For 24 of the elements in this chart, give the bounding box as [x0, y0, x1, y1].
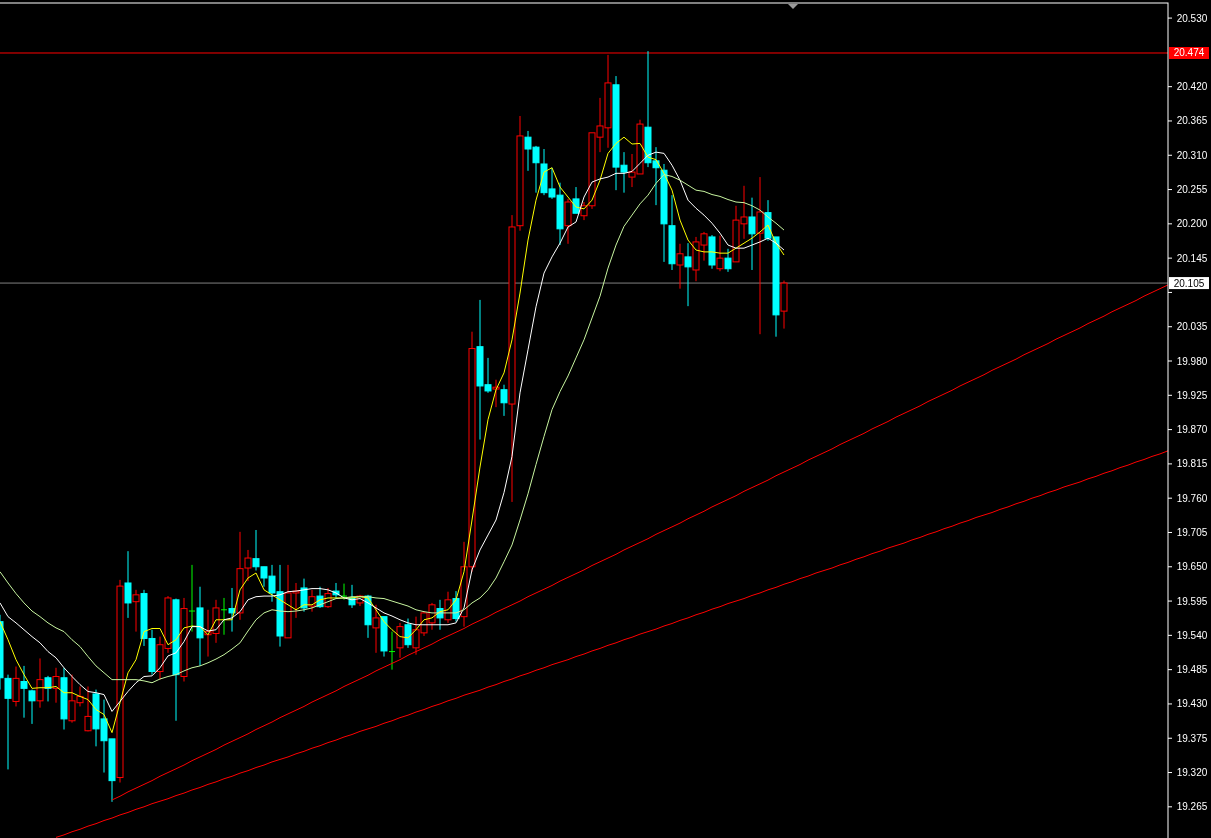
- y-tick-label: 19.485: [1176, 664, 1208, 676]
- y-tick-label: 19.595: [1176, 595, 1208, 607]
- y-tick-label: 20.035: [1176, 321, 1208, 333]
- y-tick-label: 19.980: [1176, 355, 1208, 367]
- y-tick-label: 19.650: [1176, 561, 1208, 573]
- y-tick-label: 19.320: [1176, 767, 1208, 779]
- y-tick-label: 20.365: [1176, 115, 1208, 127]
- y-tick-label: 19.760: [1176, 492, 1208, 504]
- ref-line-label: 20.474: [1173, 47, 1205, 59]
- y-tick-label: 19.375: [1176, 732, 1208, 744]
- y-tick-label: 20.530: [1176, 12, 1208, 24]
- y-tick-label: 20.255: [1176, 184, 1208, 196]
- y-tick-label: 19.815: [1176, 458, 1208, 470]
- y-tick-label: 19.870: [1176, 424, 1208, 436]
- y-tick-label: 20.200: [1176, 218, 1208, 230]
- ref-line-label: 20.105: [1173, 277, 1205, 289]
- y-tick-label: 19.430: [1176, 698, 1208, 710]
- y-tick-label: 19.705: [1176, 526, 1208, 538]
- y-tick-label: 20.420: [1176, 81, 1208, 93]
- y-tick-label: 19.925: [1176, 389, 1208, 401]
- y-tick-label: 19.540: [1176, 629, 1208, 641]
- y-tick-label: 20.145: [1176, 252, 1208, 264]
- y-tick-label: 20.310: [1176, 149, 1208, 161]
- y-tick-label: 19.265: [1176, 801, 1208, 813]
